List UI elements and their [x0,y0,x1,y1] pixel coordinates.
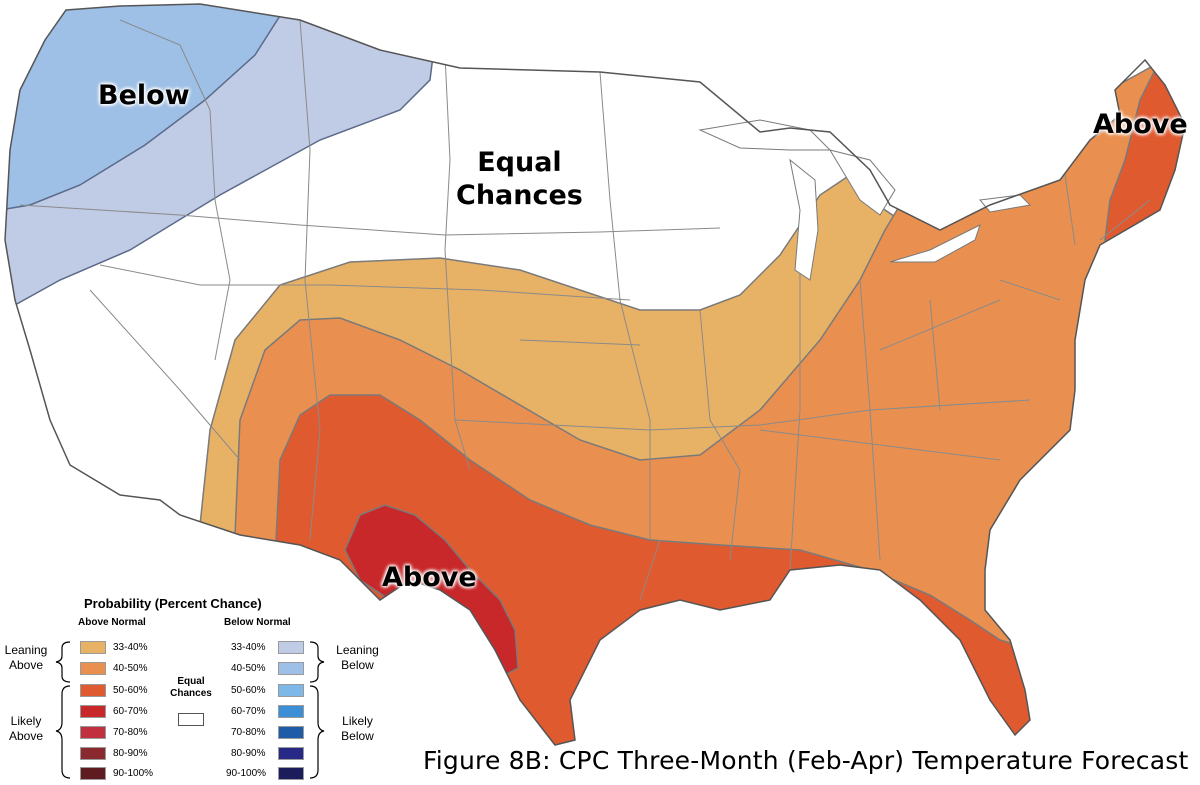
swatch-label-below-40-50: 40-50% [231,663,266,674]
swatch-label-above-90-100: 90-100% [113,768,154,779]
legend-leaning-below-1: Leaning [336,643,379,657]
legend-title: Probability (Percent Chance) [84,596,262,611]
swatch-below-80-90 [278,747,304,760]
swatch-above-40-50 [80,662,106,675]
swatch-below-90-100 [278,767,304,780]
swatch-above-60-70 [80,705,106,718]
swatch-above-80-90 [80,747,106,760]
legend-equal-line1: Equal [177,676,205,687]
swatch-label-above-33-40: 33-40% [113,642,148,653]
legend-likely-above-1: Likely [10,714,42,728]
label-above-northeast: Above [1093,109,1188,140]
swatch-label-below-50-60: 50-60% [231,685,266,696]
state-borders [19,19,1151,601]
legend: Probability (Percent Chance) Above Norma… [0,590,400,785]
legend-leaning-below: Leaning Below [330,643,385,673]
swatch-below-50-60 [278,684,304,697]
legend-below-header: Below Normal [224,617,291,628]
us-outline [4,3,1186,746]
swatch-label-above-80-90: 80-90% [113,748,148,759]
swatch-below-70-80 [278,726,304,739]
legend-equal-line2: Chances [170,688,212,699]
swatch-label-below-90-100: 90-100% [226,768,267,779]
legend-equal-chances: Equal Chances [163,676,219,700]
legend-likely-above-2: Above [8,729,44,743]
legend-above-header: Above Normal [78,617,146,628]
swatch-below-40-50 [278,662,304,675]
swatch-above-50-60 [80,684,106,697]
swatch-label-above-70-80: 70-80% [113,727,148,738]
swatch-below-60-70 [278,705,304,718]
swatch-above-33-40 [80,641,106,654]
swatch-label-above-60-70: 60-70% [113,706,148,717]
legend-leaning-below-2: Below [341,658,374,672]
label-equal-line2: Chances [456,180,583,211]
legend-leaning-above-2: Above [8,658,44,672]
legend-leaning-above: Leaning Above [0,643,52,673]
swatch-above-90-100 [80,767,106,780]
great-lakes [698,119,1032,281]
label-equal-line1: Equal [477,147,562,178]
swatch-label-below-80-90: 80-90% [231,748,266,759]
label-below: Below [98,80,190,111]
legend-likely-below: Likely Below [330,714,385,744]
swatch-label-below-33-40: 33-40% [231,642,266,653]
swatch-label-below-70-80: 70-80% [231,727,266,738]
swatch-label-above-40-50: 40-50% [113,663,148,674]
region-below-40-50 [5,4,292,211]
swatch-label-above-50-60: 50-60% [113,685,148,696]
legend-likely-below-1: Likely [342,714,373,728]
label-equal-chances: Equal Chances [456,146,583,212]
swatch-label-below-60-70: 60-70% [231,706,266,717]
figure-caption: Figure 8B: CPC Three-Month (Feb-Apr) Tem… [423,746,1189,775]
swatch-below-33-40 [278,641,304,654]
legend-likely-below-2: Below [341,729,374,743]
label-above-south: Above [382,562,477,593]
legend-braces [55,641,325,779]
legend-likely-above: Likely Above [0,714,52,744]
swatch-above-70-80 [80,726,106,739]
swatch-equal-chances [178,713,204,726]
legend-leaning-above-1: Leaning [4,643,48,657]
